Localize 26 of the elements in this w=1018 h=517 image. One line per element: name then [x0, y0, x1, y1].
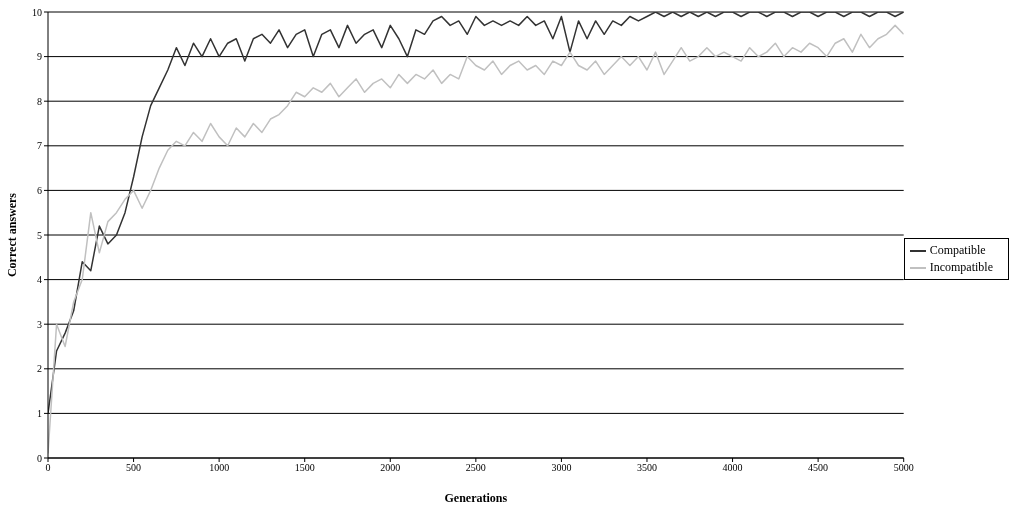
x-tick-label: 5000: [893, 462, 914, 474]
x-tick-label: 4000: [722, 462, 743, 474]
x-tick-label: 1000: [209, 462, 230, 474]
y-tick-label: 5: [37, 229, 42, 241]
x-tick-label: 4500: [808, 462, 829, 474]
y-tick-label: 7: [37, 140, 42, 152]
y-tick-label: 4: [37, 274, 42, 286]
x-tick-label: 3500: [636, 462, 657, 474]
y-tick-label: 8: [37, 95, 42, 107]
x-tick-label: 500: [126, 462, 142, 474]
y-tick-label: 3: [37, 318, 42, 330]
y-tick-label: 9: [37, 51, 42, 63]
x-tick-label: 1500: [294, 462, 315, 474]
x-tick-label: 3000: [551, 462, 572, 474]
x-tick-label: 2000: [380, 462, 401, 474]
y-tick-label: 10: [32, 6, 42, 18]
y-tick-label: 2: [37, 363, 42, 375]
y-tick-label: 0: [37, 452, 42, 464]
x-tick-label: 0: [45, 462, 51, 474]
legend-label: Incompatible: [929, 260, 993, 274]
y-axis-title: Correct answers: [5, 192, 20, 278]
x-axis-title: Generations: [444, 491, 508, 505]
y-tick-label: 6: [37, 184, 42, 196]
legend-label: Compatible: [929, 242, 986, 257]
x-tick-label: 2500: [465, 462, 486, 474]
y-tick-label: 1: [37, 407, 42, 419]
